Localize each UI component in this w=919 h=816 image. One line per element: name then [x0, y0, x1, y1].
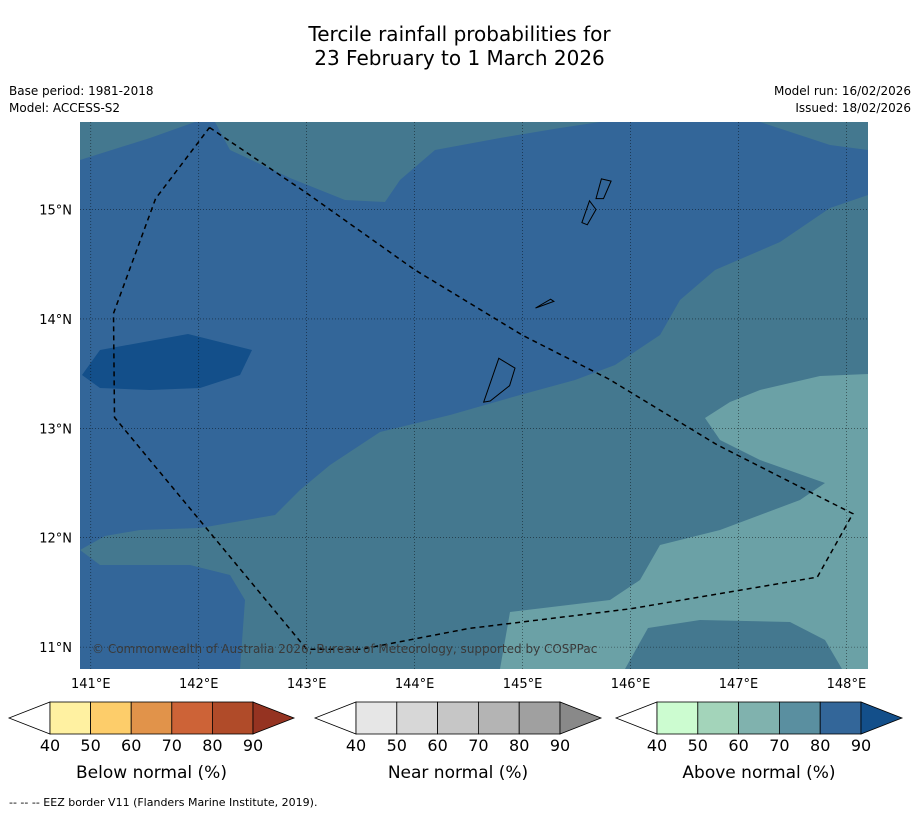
eez-footnote: -- -- -- EEZ border V11 (Flanders Marine… [9, 796, 318, 809]
chart-title: Tercile rainfall probabilities for 23 Fe… [0, 22, 919, 70]
map-figure: © Commonwealth of Australia 2026, Bureau… [7, 122, 904, 783]
colorbar-tick-label: 40 [40, 736, 60, 755]
colorbar-extend-low [7, 701, 51, 735]
colorbar-extend-low [313, 701, 357, 735]
colorbar-title: Below normal (%) [76, 763, 227, 783]
map-area [80, 122, 868, 669]
region-above-70-top-center [215, 122, 600, 202]
colorbar-tick-label: 80 [810, 736, 830, 755]
colorbar-tick-label: 60 [427, 736, 447, 755]
islands [482, 178, 612, 403]
colorbar-tick-label: 50 [688, 736, 708, 755]
region-above-90 [82, 334, 252, 390]
colorbar-tick-label: 40 [346, 736, 366, 755]
colorbar-tick-label: 70 [468, 736, 488, 755]
lon-tick-label: 146°E [611, 677, 651, 692]
colorbar-segment [697, 701, 739, 735]
lon-tick-label: 142°E [179, 677, 219, 692]
model-run-label: Model run: 16/02/2026 [773, 84, 911, 98]
colorbar-segment [396, 701, 438, 735]
colorbar-segment [211, 701, 254, 735]
lon-tick-label: 144°E [395, 677, 435, 692]
colorbar-extend-low [614, 701, 658, 735]
colorbars: 40 50 60 70 80 90 Below normal (%) 40 50 60 70 80 90… [7, 701, 904, 783]
island-tinian [581, 199, 597, 226]
colorbar-segment [90, 701, 132, 735]
colorbar-segment [656, 701, 699, 735]
island-rota [535, 298, 555, 309]
lon-tick-label: 141°E [71, 677, 111, 692]
colorbar-2: 40 50 60 70 80 90 Near normal (%) [313, 701, 603, 783]
base-period-label: Base period: 1981-2018 [9, 84, 154, 98]
colorbar-segment [130, 701, 173, 735]
region-above-60 [500, 374, 868, 669]
island-guam [482, 357, 516, 403]
colorbar-tick-label: 80 [509, 736, 529, 755]
region-above-70-top-right [760, 122, 868, 150]
colorbar-segment [49, 701, 91, 735]
lon-tick-label: 148°E [827, 677, 867, 692]
island-saipan [595, 178, 612, 200]
meta-right: Model run: 16/02/2026 Issued: 18/02/2026 [774, 83, 911, 117]
lon-tick-label: 147°E [719, 677, 759, 692]
colorbar-title: Near normal (%) [388, 763, 528, 783]
lon-tick-label: 143°E [287, 677, 327, 692]
title-line-2: 23 February to 1 March 2026 [314, 46, 605, 70]
lon-tick-labels: 141°E 142°E 143°E 144°E 145°E 146°E 147°E 148°E [71, 677, 866, 692]
colorbar-1: 40 50 60 70 80 90 Below normal (%) [7, 701, 296, 783]
colorbar-tick-label: 90 [243, 736, 263, 755]
colorbar-tick-label: 50 [80, 736, 100, 755]
colorbar-tick-label: 40 [647, 736, 667, 755]
graticule [80, 122, 868, 669]
colorbar-segment [738, 701, 780, 735]
lat-tick-label: 14°N [39, 313, 72, 328]
copyright-text: © Commonwealth of Australia 2026, Bureau… [92, 642, 597, 656]
model-label: Model: ACCESS-S2 [9, 101, 121, 115]
issued-label: Issued: 18/02/2026 [795, 101, 911, 115]
colorbar-segment [355, 701, 398, 735]
colorbar-segment [779, 701, 821, 735]
eez-border-line [112, 126, 854, 651]
colorbar-segment [171, 701, 213, 735]
colorbar-tick-label: 90 [550, 736, 570, 755]
colorbar-extend-high [559, 701, 603, 735]
colorbar-extend-high [860, 701, 904, 735]
meta-left: Base period: 1981-2018 Model: ACCESS-S2 [9, 83, 154, 117]
lat-tick-label: 11°N [39, 641, 72, 656]
colorbar-extend-high [252, 701, 296, 735]
lat-tick-label: 13°N [39, 422, 72, 437]
lat-tick-label: 12°N [39, 532, 72, 547]
colorbar-tick-label: 80 [202, 736, 222, 755]
colorbar-tick-label: 90 [851, 736, 871, 755]
colorbar-segment [437, 701, 479, 735]
title-line-1: Tercile rainfall probabilities for [308, 22, 611, 46]
colorbar-tick-label: 70 [162, 736, 182, 755]
colorbar-3: 40 50 60 70 80 90 Above normal (%) [614, 701, 904, 783]
colorbar-tick-label: 50 [387, 736, 407, 755]
colorbar-segment [819, 701, 862, 735]
lat-tick-label: 15°N [39, 204, 72, 219]
colorbar-tick-label: 60 [121, 736, 141, 755]
colorbar-tick-label: 70 [769, 736, 789, 755]
colorbar-segment [518, 701, 561, 735]
lon-tick-label: 145°E [503, 677, 543, 692]
region-above-70-top [80, 122, 195, 160]
lat-tick-labels: 15°N 14°N 13°N 12°N 11°N [39, 204, 72, 657]
region-above-70-bottom-right [625, 620, 842, 669]
colorbar-segment [477, 701, 520, 735]
region-above-80-bottom-left [80, 550, 245, 669]
colorbar-title: Above normal (%) [682, 763, 835, 783]
colorbar-tick-label: 60 [728, 736, 748, 755]
